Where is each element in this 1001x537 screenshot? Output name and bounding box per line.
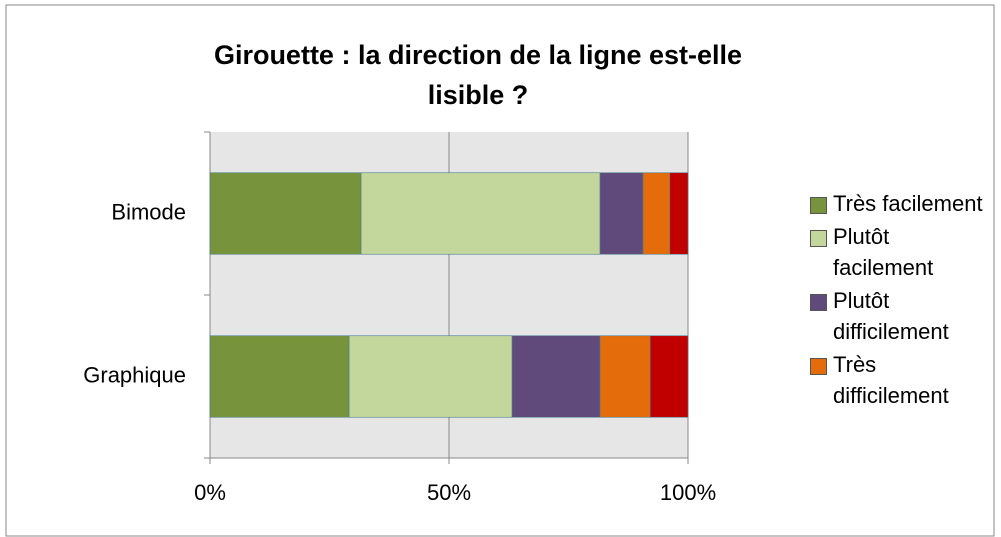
legend-swatch [810,358,827,375]
y-tick-label: Bimode [111,199,186,224]
bar-segment [360,172,601,255]
bar-segment [209,172,362,255]
bar-segment [209,335,350,418]
legend-entry: Plutôt difficilement [810,285,985,347]
legend-label: Très difficilement [833,352,949,408]
legend-swatch [810,294,827,311]
legend-entry: Très difficilement [810,349,985,411]
legend-swatch [810,197,827,214]
x-tick-label: 100% [660,480,716,505]
bar-segment [599,172,644,255]
legend-label: Plutôt facilement [833,224,934,280]
legend-label: Très facilement [833,191,983,216]
bar-segment [642,172,671,255]
legend-swatch [810,230,827,247]
bar-segment [599,335,651,418]
legend-entry: Très facilement [810,188,985,219]
bar-segment [649,335,689,418]
legend-label: Plutôt difficilement [833,288,949,344]
y-tick-label: Graphique [83,362,186,387]
legend-entry: Plutôt facilement [810,221,985,283]
chart-title: Girouette : la direction de la ligne est… [214,40,742,110]
bar-segment [669,172,689,255]
x-tick-label: 50% [427,480,471,505]
bar-segment [511,335,601,418]
x-tick-label: 0% [194,480,226,505]
bar-segment [348,335,513,418]
legend: Très facilement Plutôt facilement Plutôt d… [810,188,985,413]
